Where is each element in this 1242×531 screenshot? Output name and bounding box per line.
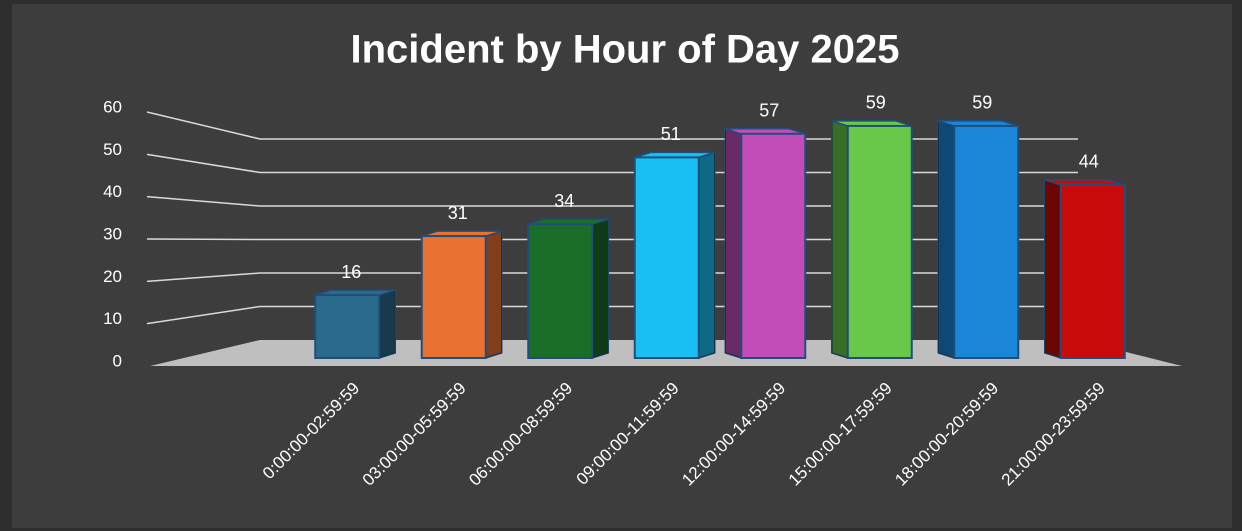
bar-side-shade bbox=[725, 129, 741, 358]
data-label: 16 bbox=[341, 262, 361, 282]
bar bbox=[635, 157, 699, 358]
bar-side-shade bbox=[699, 152, 715, 358]
page: Incident by Hour of Day 2025 0 10 20 30 40 50… bbox=[0, 0, 1242, 531]
y-tick-label: 20 bbox=[103, 267, 122, 286]
y-tick-label: 40 bbox=[103, 182, 122, 201]
y-tick-label: 10 bbox=[103, 309, 122, 328]
bar bbox=[848, 126, 912, 358]
data-label: 59 bbox=[866, 93, 886, 113]
data-label: 59 bbox=[972, 93, 992, 113]
data-label: 31 bbox=[448, 203, 468, 223]
bar-side-shade bbox=[592, 219, 608, 358]
data-label: 57 bbox=[759, 101, 779, 121]
y-tick-label: 60 bbox=[103, 97, 122, 116]
bar-side-shade bbox=[832, 121, 848, 358]
bar bbox=[422, 236, 486, 358]
bar bbox=[528, 224, 592, 358]
y-tick-label: 0 bbox=[113, 351, 122, 370]
y-tick-label: 30 bbox=[103, 224, 122, 243]
data-label: 44 bbox=[1079, 152, 1099, 172]
data-label: 34 bbox=[554, 191, 574, 211]
data-label: 51 bbox=[661, 124, 681, 144]
bar-side-shade bbox=[1045, 180, 1061, 358]
chart-title: Incident by Hour of Day 2025 bbox=[350, 28, 899, 72]
bar-side-shade bbox=[379, 290, 395, 358]
bar-side-shade bbox=[938, 121, 954, 358]
y-tick-label: 50 bbox=[103, 140, 122, 159]
bar bbox=[954, 126, 1018, 358]
chart: Incident by Hour of Day 2025 0 10 20 30 40 50… bbox=[0, 0, 1242, 531]
bar bbox=[741, 134, 805, 358]
bar bbox=[315, 295, 379, 358]
bar-side-shade bbox=[486, 231, 502, 358]
bar bbox=[1061, 185, 1125, 358]
